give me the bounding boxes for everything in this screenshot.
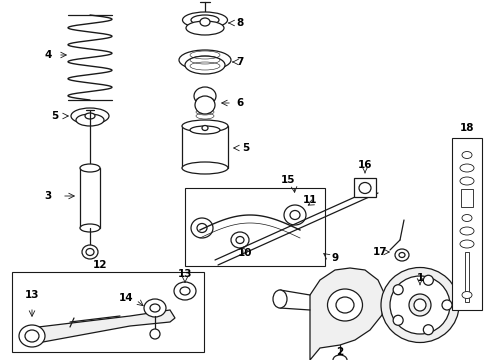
Ellipse shape	[390, 276, 450, 334]
Text: 2: 2	[336, 347, 343, 357]
Ellipse shape	[200, 18, 210, 26]
Ellipse shape	[25, 330, 39, 342]
Ellipse shape	[82, 245, 98, 259]
Ellipse shape	[195, 96, 215, 114]
Text: 13: 13	[25, 290, 39, 300]
Ellipse shape	[185, 56, 225, 74]
Ellipse shape	[409, 294, 431, 316]
Text: 1: 1	[416, 273, 424, 283]
Ellipse shape	[144, 299, 166, 317]
Text: 12: 12	[93, 260, 107, 270]
Ellipse shape	[182, 120, 228, 132]
Ellipse shape	[399, 252, 405, 257]
Ellipse shape	[86, 248, 94, 256]
Text: 11: 11	[303, 195, 317, 205]
Text: 9: 9	[331, 253, 339, 263]
Ellipse shape	[414, 299, 426, 311]
Ellipse shape	[186, 21, 224, 35]
Bar	[465, 252, 469, 302]
Text: 13: 13	[178, 269, 192, 279]
Ellipse shape	[460, 177, 474, 185]
Ellipse shape	[180, 287, 190, 295]
Ellipse shape	[182, 162, 228, 174]
Ellipse shape	[182, 12, 227, 28]
Polygon shape	[310, 268, 385, 360]
Ellipse shape	[393, 315, 403, 325]
Bar	[354, 178, 376, 197]
Text: 7: 7	[236, 57, 244, 67]
Ellipse shape	[327, 289, 363, 321]
Bar	[182, 126, 228, 168]
Text: 3: 3	[45, 191, 51, 201]
Ellipse shape	[423, 275, 433, 285]
Text: 6: 6	[236, 98, 244, 108]
Text: 5: 5	[243, 143, 249, 153]
Ellipse shape	[381, 267, 459, 342]
Ellipse shape	[80, 224, 100, 232]
Text: 16: 16	[358, 160, 372, 170]
Bar	[461, 189, 473, 207]
Polygon shape	[30, 310, 175, 344]
Ellipse shape	[85, 113, 95, 119]
Ellipse shape	[460, 227, 474, 235]
Ellipse shape	[462, 292, 472, 298]
Ellipse shape	[150, 304, 160, 312]
Ellipse shape	[19, 325, 45, 347]
Ellipse shape	[80, 164, 100, 172]
Ellipse shape	[273, 290, 287, 308]
Ellipse shape	[395, 249, 409, 261]
Ellipse shape	[336, 297, 354, 313]
Ellipse shape	[460, 164, 474, 172]
Bar	[185, 188, 325, 266]
Ellipse shape	[179, 50, 231, 70]
Ellipse shape	[462, 215, 472, 221]
Ellipse shape	[423, 325, 433, 335]
Ellipse shape	[197, 224, 207, 233]
Ellipse shape	[460, 240, 474, 248]
Ellipse shape	[236, 237, 244, 243]
Ellipse shape	[194, 87, 216, 105]
Text: 4: 4	[44, 50, 51, 60]
Ellipse shape	[359, 183, 371, 194]
Ellipse shape	[284, 205, 306, 225]
Ellipse shape	[462, 152, 472, 158]
Text: 10: 10	[238, 248, 252, 258]
Text: 5: 5	[51, 111, 59, 121]
Bar	[80, 168, 100, 228]
Ellipse shape	[190, 126, 220, 134]
Ellipse shape	[290, 211, 300, 220]
Ellipse shape	[231, 232, 249, 248]
Ellipse shape	[202, 126, 208, 130]
Ellipse shape	[442, 300, 452, 310]
Ellipse shape	[191, 218, 213, 238]
Text: 17: 17	[373, 247, 387, 257]
Bar	[452, 138, 482, 310]
Ellipse shape	[71, 108, 109, 124]
Text: 8: 8	[236, 18, 244, 28]
Bar	[12, 272, 204, 352]
Text: 18: 18	[460, 123, 474, 133]
Text: 15: 15	[281, 175, 295, 185]
Text: 14: 14	[119, 293, 133, 303]
Ellipse shape	[333, 355, 347, 360]
Ellipse shape	[191, 15, 219, 25]
Ellipse shape	[150, 329, 160, 339]
Ellipse shape	[174, 282, 196, 300]
Ellipse shape	[393, 285, 403, 295]
Ellipse shape	[76, 114, 104, 126]
